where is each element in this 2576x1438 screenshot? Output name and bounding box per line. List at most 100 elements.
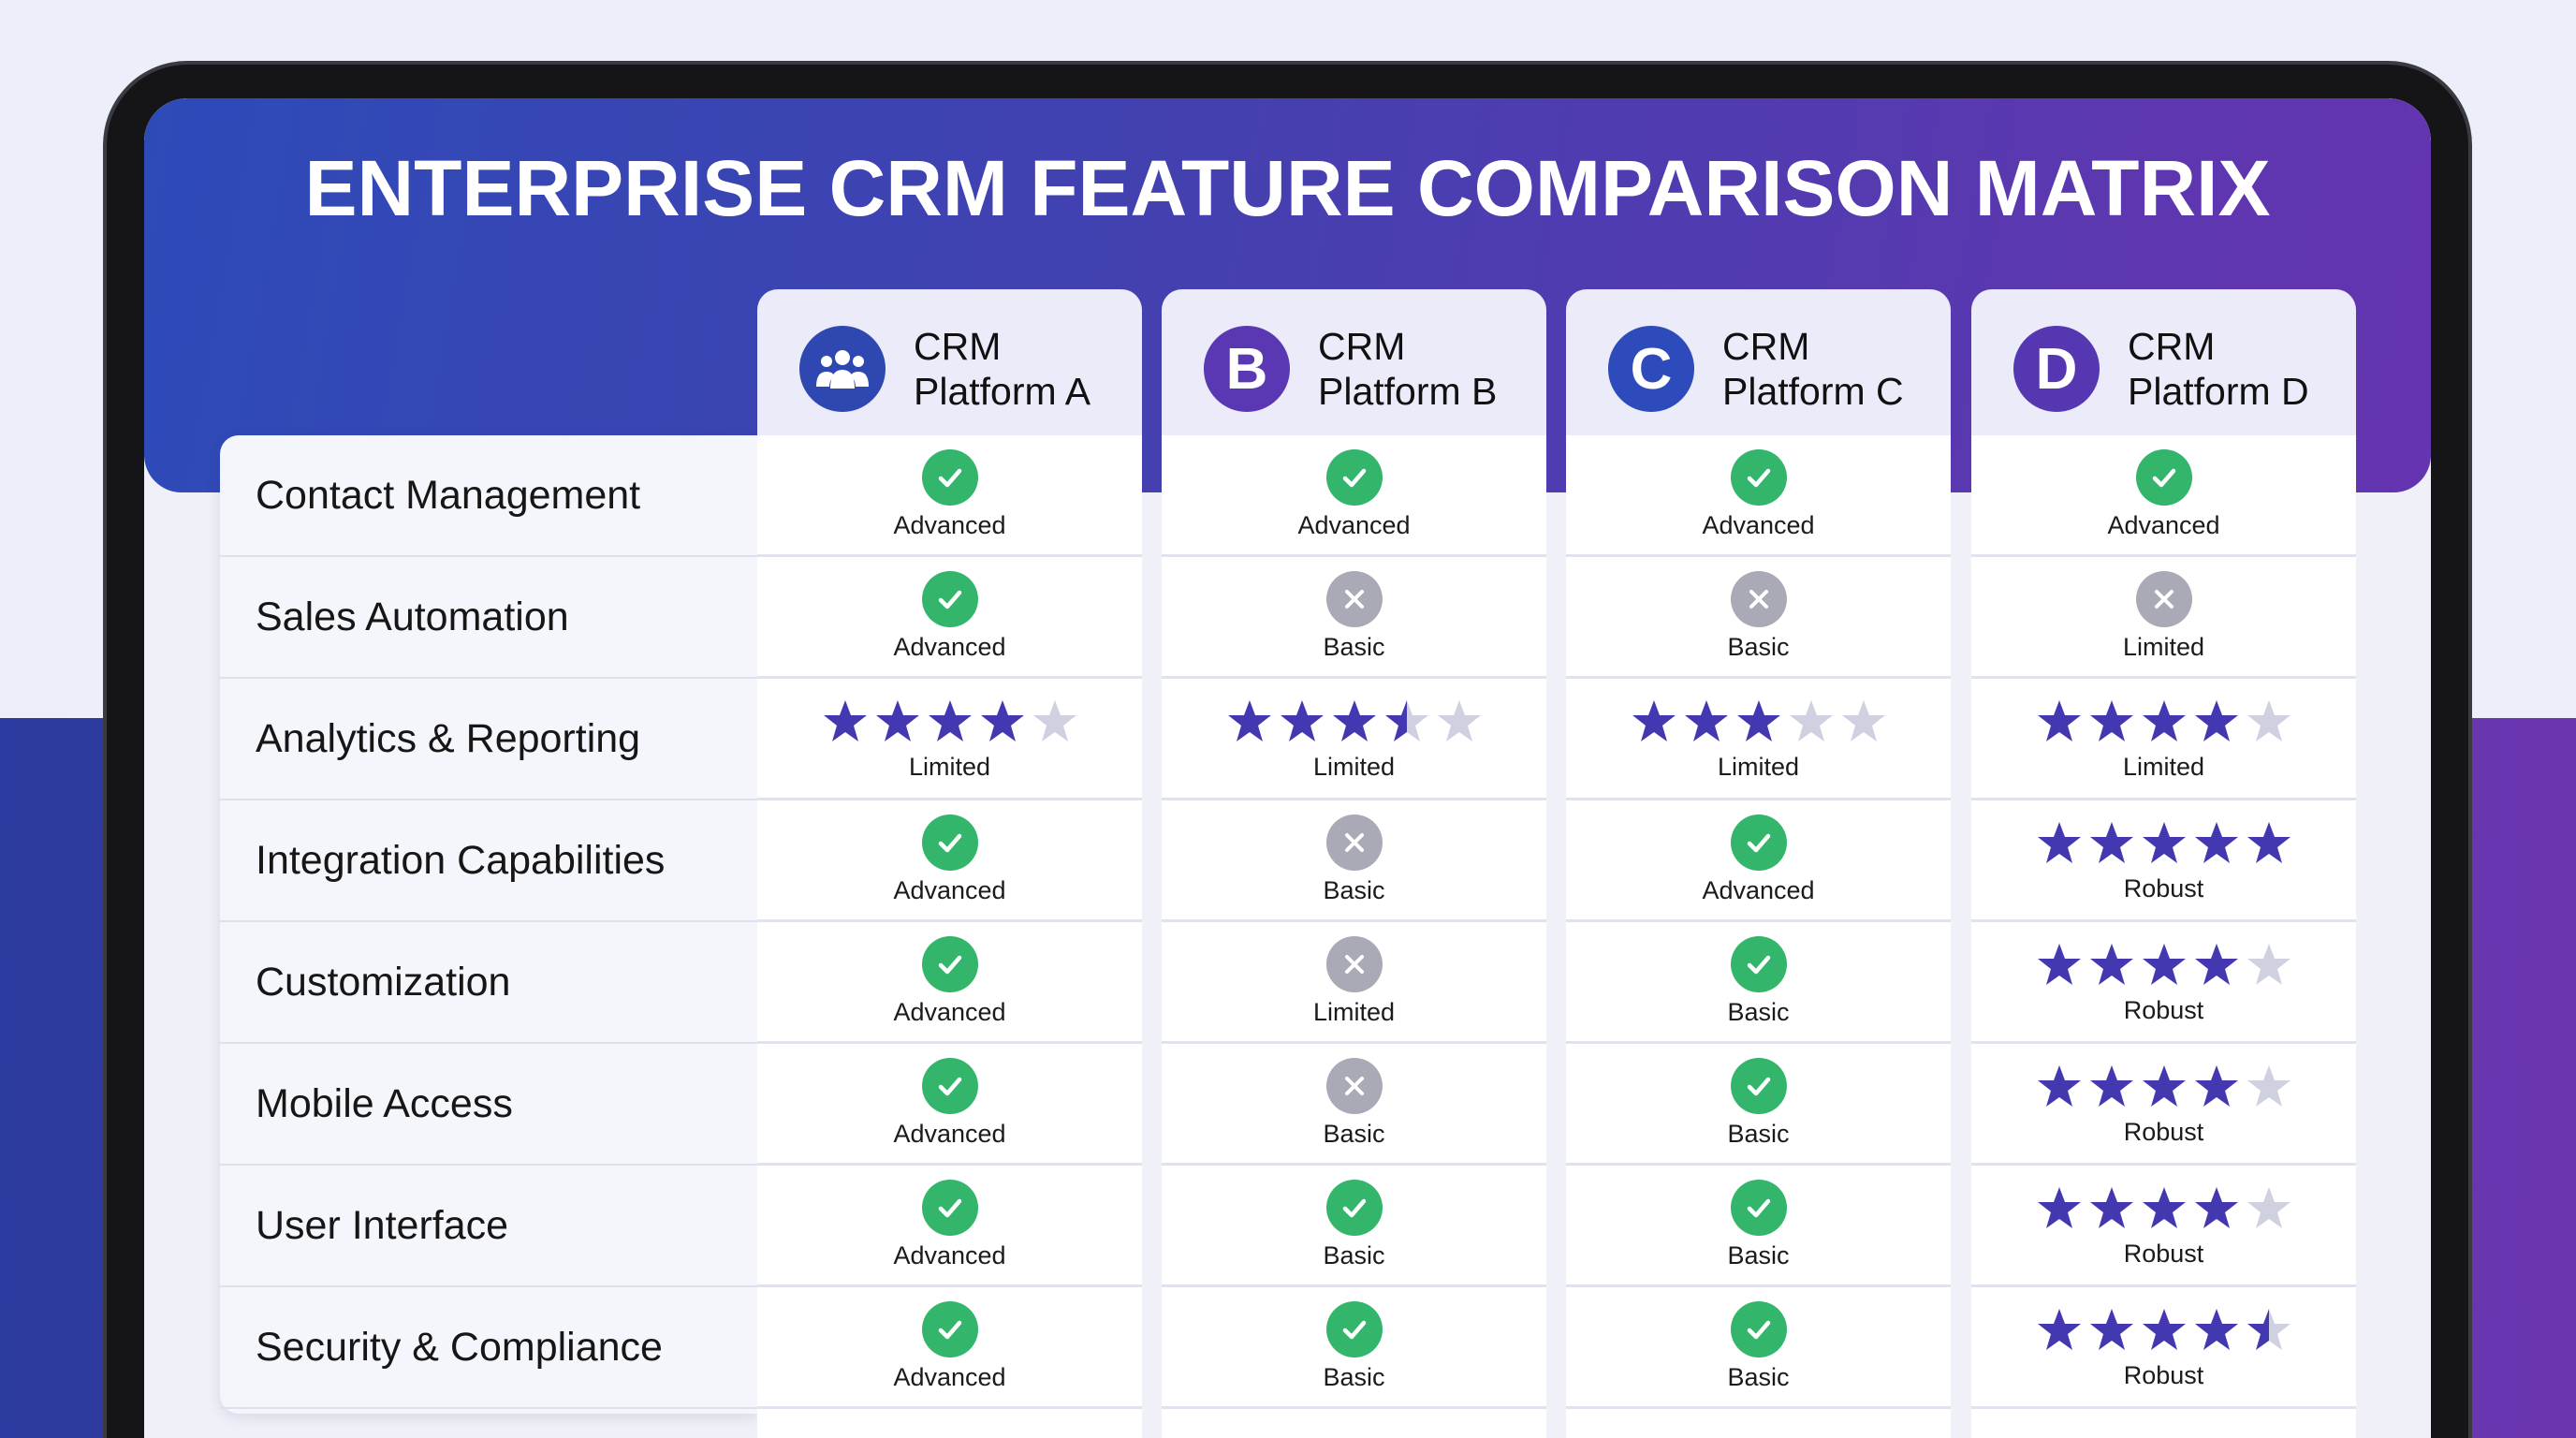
star-filled-icon	[2194, 822, 2238, 863]
star-filled-icon	[2142, 1309, 2186, 1350]
cell-value: Limited	[908, 753, 991, 781]
check-circle-icon	[921, 1180, 978, 1236]
users-icon	[799, 326, 886, 412]
matrix-cell: Advanced	[1566, 800, 1951, 922]
cell-value: Basic	[1323, 876, 1385, 904]
x-circle-icon	[1325, 571, 1383, 627]
feature-labels-panel: Contact Management Sales Automation Analyt…	[220, 435, 757, 1414]
matrix-cell: Robust	[1971, 1044, 2356, 1166]
platform-name-line2: Platform A	[914, 370, 1091, 413]
cell-value: Advanced	[1297, 511, 1411, 539]
feature-label: Mobile Access	[220, 1044, 757, 1166]
cell-value: Advanced	[893, 1120, 1006, 1148]
star-filled-icon	[2089, 1065, 2133, 1107]
platform-name: CRM Platform A	[914, 324, 1090, 414]
star-filled-icon	[2142, 1065, 2186, 1107]
letter-b-icon: B	[1204, 326, 1290, 412]
matrix-cell: Basic	[1162, 557, 1546, 679]
feature-label: User Interface	[220, 1166, 757, 1287]
star-filled-icon	[1736, 700, 1780, 741]
feature-label: Security & Compliance	[220, 1287, 757, 1409]
star-filled-icon	[2142, 822, 2186, 863]
star-filled-icon	[980, 700, 1024, 741]
check-circle-icon	[921, 449, 978, 506]
cell-value: Robust	[2123, 1361, 2204, 1389]
star-filled-icon	[2247, 822, 2291, 863]
matrix-cell: Advanced	[757, 557, 1142, 679]
x-circle-icon	[1325, 814, 1383, 871]
cell-value: Advanced	[2107, 511, 2220, 539]
check-circle-icon	[1730, 1180, 1787, 1236]
matrix-cell: Basic	[1566, 1166, 1951, 1287]
star-filled-icon	[1280, 700, 1324, 741]
star-half-icon	[1384, 700, 1428, 741]
star-filled-icon	[2037, 944, 2081, 985]
cell-value: Advanced	[893, 1363, 1006, 1391]
check-circle-icon	[1325, 449, 1383, 506]
check-circle-icon	[1730, 814, 1787, 871]
matrix-cell: Advanced	[757, 1166, 1142, 1287]
star-filled-icon	[2037, 700, 2081, 741]
x-circle-icon	[1730, 571, 1787, 627]
star-rating	[2036, 1060, 2292, 1112]
platform-name-line2: Platform C	[1722, 370, 1904, 413]
matrix-cell: Basic	[1162, 1166, 1546, 1287]
platform-column: Advanced Basic Limited Advanced Basic Basic Ba…	[1566, 435, 1951, 1438]
platform-name-line2: Platform D	[2128, 370, 2309, 413]
cell-value: Advanced	[1702, 876, 1815, 904]
platform-header[interactable]: C CRM Platform C	[1566, 289, 1951, 448]
check-circle-icon	[921, 1301, 978, 1357]
check-circle-icon	[921, 571, 978, 627]
check-circle-icon	[1325, 1180, 1383, 1236]
platform-column: Advanced Basic Limited Basic Limited Basic Bas…	[1162, 435, 1546, 1438]
star-filled-icon	[2142, 1187, 2186, 1228]
matrix-cell: Advanced	[1566, 435, 1951, 557]
cell-value: Advanced	[1702, 511, 1815, 539]
cell-value: Basic	[1323, 1363, 1385, 1391]
platform-name: CRM Platform D	[2128, 324, 2309, 414]
cell-value: Robust	[2123, 1240, 2204, 1268]
star-empty-icon	[2247, 1065, 2291, 1107]
matrix-cell: Advanced	[757, 1044, 1142, 1166]
matrix-cell: Advanced	[757, 1287, 1142, 1409]
star-filled-icon	[1632, 700, 1676, 741]
feature-label: Contact Management	[220, 435, 757, 557]
check-circle-icon	[921, 936, 978, 992]
matrix-cell: Advanced	[1162, 435, 1546, 557]
check-circle-icon	[1730, 936, 1787, 992]
matrix-cell: Advanced	[757, 922, 1142, 1044]
matrix-cell: Basic	[1162, 1287, 1546, 1409]
star-filled-icon	[2037, 822, 2081, 863]
matrix-cell: Limited	[757, 679, 1142, 800]
cell-value: Limited	[1717, 753, 1800, 781]
matrix-cell: Basic	[1566, 1287, 1951, 1409]
check-circle-icon	[2135, 449, 2192, 506]
star-filled-icon	[1684, 700, 1728, 741]
matrix-cell: Basic	[1162, 1044, 1546, 1166]
platform-header[interactable]: CRM Platform A	[757, 289, 1142, 448]
star-rating	[2036, 1181, 2292, 1234]
matrix-cell: Limited	[1971, 557, 2356, 679]
star-rating	[2036, 1303, 2292, 1356]
star-filled-icon	[2142, 944, 2186, 985]
cell-value: Advanced	[893, 998, 1006, 1026]
platform-name-line1: CRM	[914, 325, 1002, 368]
cell-value: Advanced	[893, 1241, 1006, 1269]
feature-label: Analytics & Reporting	[220, 679, 757, 800]
star-empty-icon	[1789, 700, 1833, 741]
matrix-cell: Limited	[1162, 922, 1546, 1044]
star-filled-icon	[2089, 700, 2133, 741]
platform-name: CRM Platform B	[1318, 324, 1497, 414]
platform-header[interactable]: D CRM Platform D	[1971, 289, 2356, 448]
x-circle-icon	[2135, 571, 2192, 627]
star-filled-icon	[2089, 944, 2133, 985]
cell-value: Advanced	[893, 633, 1006, 661]
star-rating	[2036, 816, 2292, 869]
cell-value: Robust	[2123, 1118, 2204, 1146]
check-circle-icon	[1730, 1058, 1787, 1114]
cell-value: Robust	[2123, 874, 2204, 902]
platform-header[interactable]: B CRM Platform B	[1162, 289, 1546, 448]
cell-value: Basic	[1323, 1241, 1385, 1269]
star-filled-icon	[823, 700, 867, 741]
star-filled-icon	[1227, 700, 1271, 741]
